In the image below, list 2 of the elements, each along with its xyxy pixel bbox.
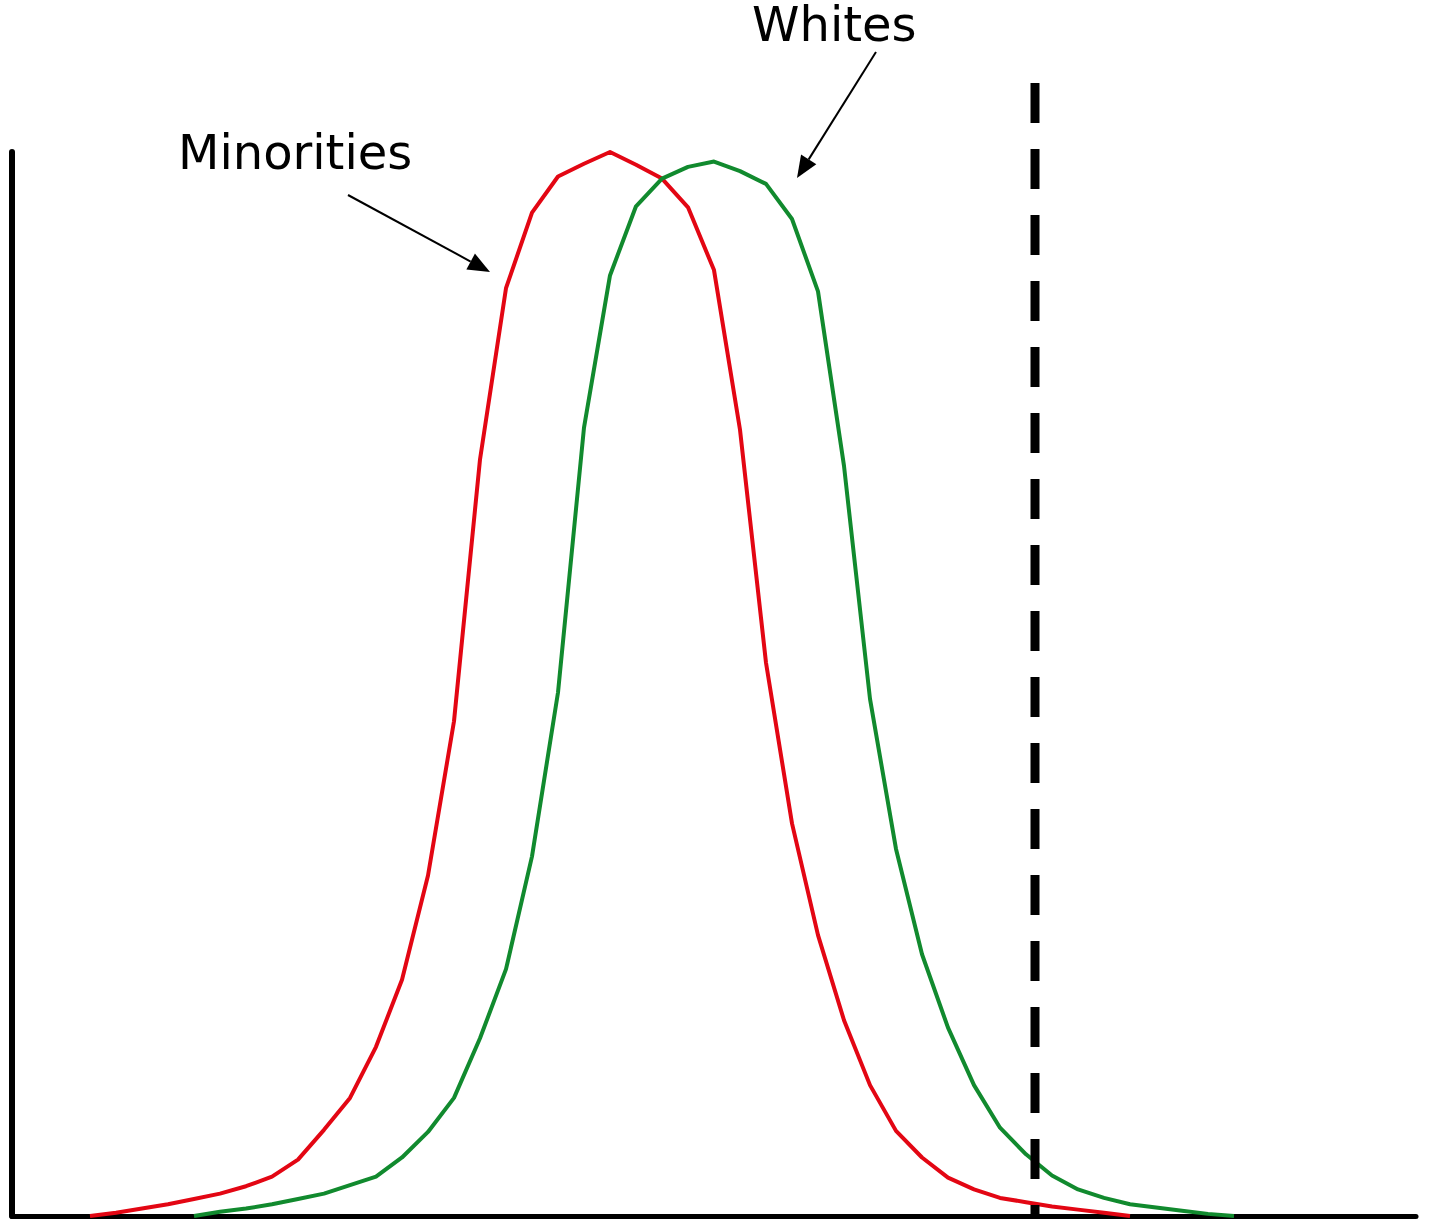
annotation: Minorities — [178, 124, 413, 180]
text: Whites — [752, 0, 917, 52]
